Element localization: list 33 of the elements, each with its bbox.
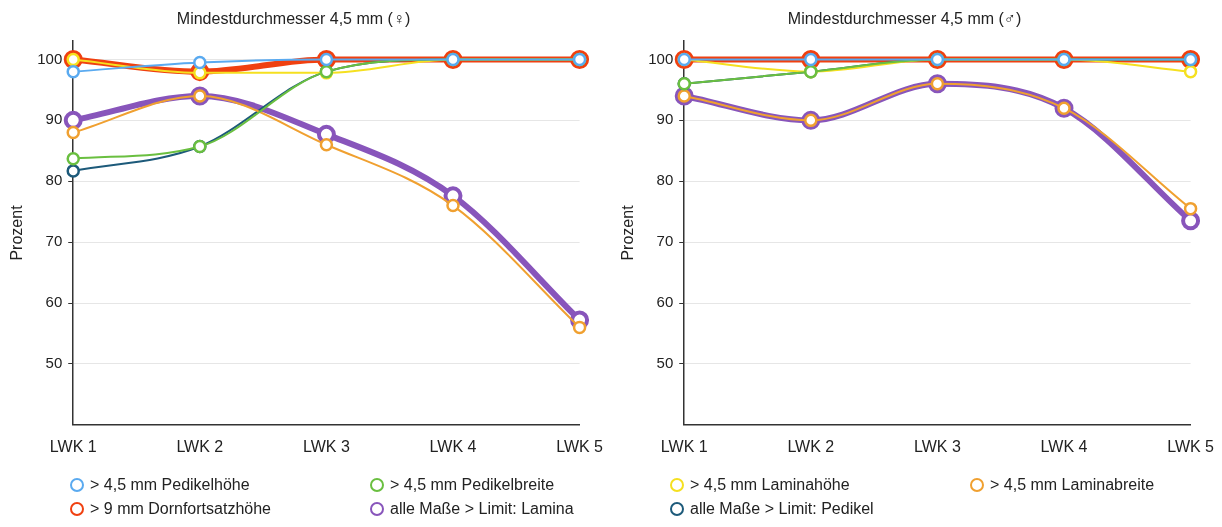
y-axis-title: Prozent [8, 204, 26, 261]
legend-label: > 4,5 mm Laminabreite [990, 476, 1155, 494]
y-tick-label: 90 [656, 110, 674, 128]
y-tick-label: 70 [45, 232, 63, 250]
x-tick-label: LWK 2 [787, 437, 835, 455]
x-tick-label: LWK 1 [660, 437, 708, 455]
x-tick-label: LWK 4 [429, 437, 477, 455]
y-tick-label: 50 [45, 354, 63, 372]
x-tick-label: LWK 3 [302, 437, 350, 455]
x-tick-label: LWK 5 [1167, 437, 1215, 455]
legend-label: > 4,5 mm Pedikelbreite [390, 476, 555, 494]
y-tick-label: 70 [656, 232, 674, 250]
legend-label: > 4,5 mm Pedikelhöhe [90, 476, 250, 494]
x-tick-label: LWK 3 [913, 437, 961, 455]
x-tick-label: LWK 4 [1040, 437, 1088, 455]
y-tick-label: 80 [656, 171, 674, 189]
y-tick-label: 60 [656, 293, 674, 311]
y-tick-label: 60 [45, 293, 63, 311]
chart-title: Mindestdurchmesser 4,5 mm (♂) [787, 10, 1022, 28]
x-tick-label: LWK 5 [556, 437, 604, 455]
y-tick-label: 100 [37, 49, 63, 67]
y-axis-title: Prozent [619, 204, 637, 261]
legend-label: alle Maße > Limit: Lamina [390, 500, 574, 518]
x-tick-label: LWK 1 [49, 437, 97, 455]
legend-label: > 9 mm Dornfortsatzhöhe [90, 500, 271, 518]
legend-label: > 4,5 mm Laminahöhe [690, 476, 850, 494]
legend-label: alle Maße > Limit: Pedikel [690, 500, 874, 518]
chart-title: Mindestdurchmesser 4,5 mm (♀) [176, 10, 411, 28]
y-tick-label: 80 [45, 171, 63, 189]
y-tick-label: 50 [656, 354, 674, 372]
y-tick-label: 100 [648, 49, 674, 67]
x-tick-label: LWK 2 [176, 437, 224, 455]
y-tick-label: 90 [45, 110, 63, 128]
